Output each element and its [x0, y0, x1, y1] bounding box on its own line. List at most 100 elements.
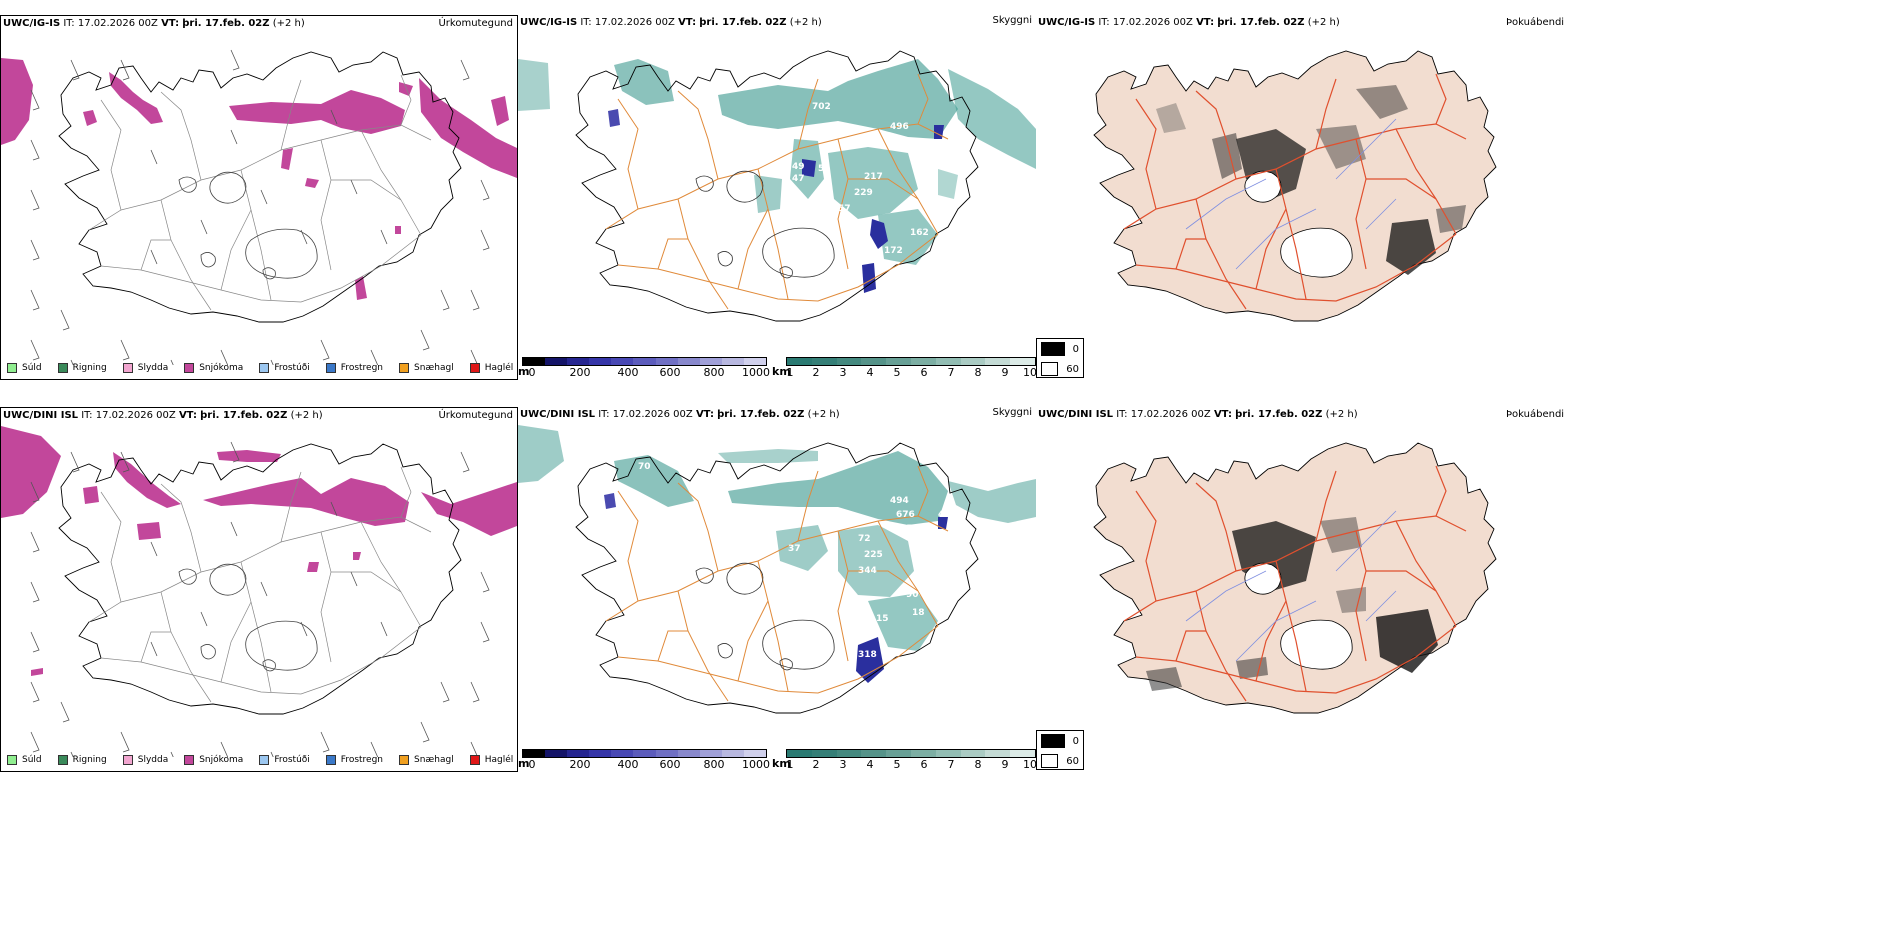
panel-header: UWC/IG-IS IT: 17.02.2026 00Z VT: þri. 17…	[3, 18, 305, 29]
fog-shade	[1436, 205, 1466, 233]
panel-header: UWC/DINI ISL IT: 17.02.2026 00Z VT: þri.…	[520, 409, 840, 420]
colorbar-m-row1: 0 200 400 600 800 1000	[522, 357, 770, 379]
fog-legend-item: 60	[1037, 359, 1083, 379]
legend-item: Frostúði	[259, 363, 310, 373]
cbar-tick: 1000	[742, 366, 770, 379]
snow-area	[31, 668, 43, 676]
legend-swatch	[57, 363, 68, 373]
cloud-label: 57	[838, 204, 851, 214]
colorbar-unit-m: m	[518, 757, 530, 770]
snow-area	[421, 482, 517, 536]
cloud-label: 33	[604, 486, 617, 496]
cloud-area	[728, 451, 948, 525]
legend-swatch	[325, 363, 336, 373]
legend-item: Rigning	[57, 755, 107, 765]
snow-area	[203, 478, 409, 526]
snow-area	[281, 148, 293, 170]
cloud-label: 702	[812, 102, 831, 112]
cloud-area	[718, 449, 818, 463]
snow-area	[229, 90, 405, 134]
cbar-tick: 200	[569, 366, 591, 379]
legend-item: Snæhagl	[399, 755, 454, 765]
cbar-tick: 4	[866, 366, 874, 379]
cbar-tick: 10	[1023, 366, 1037, 379]
panel-title: Úrkomutegund	[438, 18, 513, 29]
legend-swatch	[259, 363, 270, 373]
cloud-area	[718, 59, 958, 139]
legend-item: Frostregn	[325, 363, 383, 373]
fog-map	[1093, 50, 1497, 322]
cloud-label: 494	[890, 496, 909, 506]
cbar-tick: 9	[1001, 366, 1009, 379]
cbar-tick: 8	[974, 758, 982, 771]
cbar-tick: 5	[893, 758, 901, 771]
legend-item: Súld	[7, 755, 42, 765]
cloud-label: 70	[638, 462, 651, 472]
fog-clear	[1244, 562, 1282, 595]
panel-header: UWC/IG-IS IT: 17.02.2026 00Z VT: þri. 17…	[1038, 17, 1340, 28]
fog-shade	[1336, 587, 1366, 613]
cbar-tick: 200	[569, 758, 591, 771]
cloud-label: 41	[938, 510, 951, 520]
panel-title: Skyggni	[992, 407, 1032, 418]
cloud-label: 547	[896, 144, 915, 154]
low-cloud-area	[604, 493, 616, 509]
cloud-label: 49	[792, 162, 805, 172]
colorbar-unit-km: km	[772, 365, 791, 378]
cbar-tick: 800	[703, 758, 725, 771]
snow-area	[419, 78, 517, 178]
snow-area	[1, 426, 61, 518]
legend-swatch	[259, 755, 270, 765]
panel-header: UWC/DINI ISL IT: 17.02.2026 00Z VT: þri.…	[1038, 409, 1358, 420]
fog-legend-swatch	[1041, 342, 1065, 356]
cloud-label: 15	[876, 614, 889, 624]
cbar-tick: 1	[786, 758, 794, 771]
fog-shade	[1156, 103, 1186, 133]
snow-area	[399, 82, 413, 96]
cloud-area	[754, 175, 782, 213]
fog-panel-row2: UWC/DINI ISL IT: 17.02.2026 00Z VT: þri.…	[1036, 407, 1900, 772]
cloud-label: 47	[792, 174, 805, 184]
legend-item: Snjókoma	[184, 755, 243, 765]
legend-item: Haglél	[469, 755, 513, 765]
snow-area	[307, 562, 319, 572]
colorbar-km-row1: 1 2 3 4 5 6 7 8 9 10	[786, 357, 1037, 379]
cloud-label: 456	[900, 524, 919, 534]
legend-item: Snjókoma	[184, 363, 243, 373]
fog-shade	[1316, 125, 1366, 169]
cloud-label: 676	[896, 510, 915, 520]
snow-area	[1, 58, 33, 145]
low-cloud-area	[934, 125, 944, 139]
panel-title: Þokuábendi	[1506, 409, 1565, 420]
legend-swatch	[57, 755, 68, 765]
cbar-tick: 400	[617, 366, 639, 379]
legend-item: Snæhagl	[399, 363, 454, 373]
cbar-tick: 7	[947, 758, 955, 771]
cbar-tick: 9	[1001, 758, 1009, 771]
cloud-label: 162	[910, 228, 929, 238]
cloud-area	[948, 69, 1036, 169]
legend-swatch	[7, 755, 17, 765]
low-cloud-area	[862, 263, 876, 293]
fog-shade	[1212, 133, 1242, 179]
legend-swatch	[469, 363, 480, 373]
fog-legend-item: 0	[1037, 339, 1083, 359]
cloud-area	[614, 59, 674, 105]
precip-panel-row1: UWC/IG-IS IT: 17.02.2026 00Z VT: þri. 17…	[0, 15, 518, 380]
cbar-tick: 600	[659, 366, 681, 379]
snow-area	[83, 486, 99, 504]
cbar-tick: 8	[974, 366, 982, 379]
cloud-label: 90	[906, 590, 919, 600]
cloud-label: 229	[854, 188, 873, 198]
fog-legend-item: 60	[1037, 751, 1083, 771]
cloud-area	[938, 169, 958, 199]
cloud-labels: 70 33 494 676 456 41 37 72 225 344 90 18…	[604, 462, 951, 660]
cbar-tick: 1	[786, 366, 794, 379]
cbar-tick: 2	[812, 758, 820, 771]
snow-area	[395, 226, 401, 234]
cbar-tick: 5	[893, 366, 901, 379]
cbar-tick: 6	[920, 366, 928, 379]
cloud-area	[518, 425, 564, 483]
fog-shade	[1376, 609, 1438, 673]
river	[1185, 118, 1397, 270]
